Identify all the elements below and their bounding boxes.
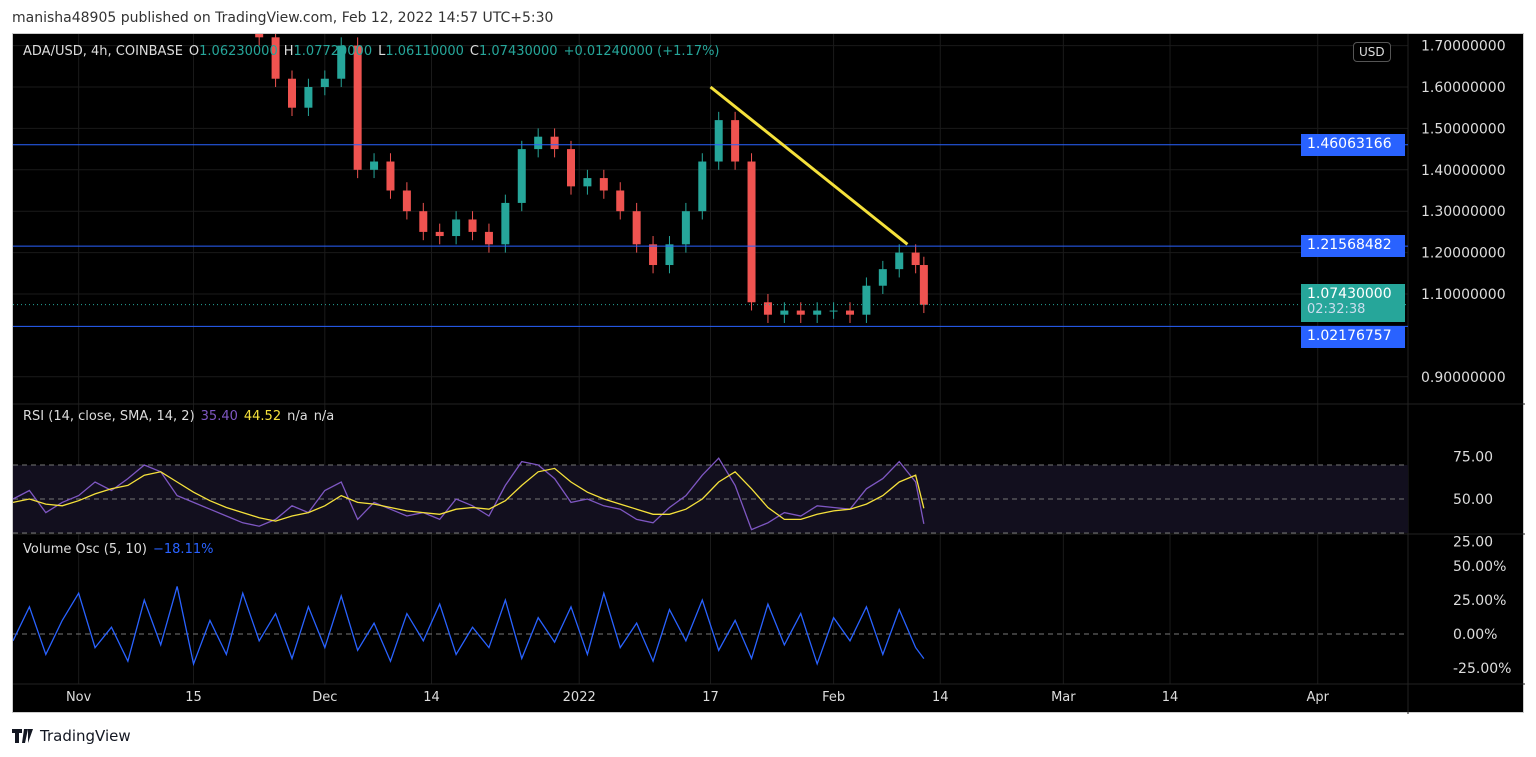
candle-body: [386, 161, 395, 191]
rsi-tick-label: 75.00: [1453, 450, 1493, 466]
candle-body: [419, 211, 428, 232]
close-value: 1.07430000: [479, 44, 558, 59]
rsi-tick-label: 25.00: [1453, 535, 1493, 551]
candle-body: [665, 244, 674, 266]
x-tick-label: 2022: [563, 690, 596, 705]
candle-body: [878, 269, 887, 286]
rsi-value: 35.40: [200, 409, 238, 424]
tradingview-logo[interactable]: TradingView: [12, 727, 131, 745]
hline-tag-1: 1.46063166: [1301, 134, 1405, 156]
vol-tick-label: 0.00%: [1453, 627, 1497, 643]
y-tick-label: 1.30000000: [1421, 204, 1506, 220]
hline-tag-3: 1.02176757: [1301, 326, 1405, 348]
candle-body: [484, 231, 493, 245]
candle-body: [681, 211, 690, 245]
x-tick-label: 15: [185, 690, 202, 705]
y-tick-label: 1.60000000: [1421, 80, 1506, 96]
y-tick-label: 1.50000000: [1421, 121, 1506, 137]
candle-body: [320, 78, 329, 87]
last-price-tag: 1.07430000 02:32:38: [1301, 284, 1405, 322]
low-value: 1.06110000: [385, 44, 464, 59]
y-tick-label: 1.70000000: [1421, 39, 1506, 55]
candle-body: [846, 310, 854, 315]
candle-body: [271, 37, 280, 79]
publisher-line: manisha48905 published on TradingView.co…: [12, 10, 554, 26]
candle-body: [402, 190, 411, 212]
volume-osc-legend: Volume Osc (5, 10) −18.11%: [23, 542, 219, 557]
candle-body: [353, 45, 362, 170]
vol-tick-label: -25.00%: [1453, 661, 1511, 677]
candle-body: [862, 285, 871, 315]
y-tick-label: 1.20000000: [1421, 246, 1506, 262]
candle-body: [731, 120, 740, 162]
candle-body: [583, 178, 592, 187]
candle-body: [337, 45, 346, 79]
chart-canvas[interactable]: Nov 15 Dec 14 2022 17 Feb 14 Mar 14 Apr 0.90000000 1…: [13, 34, 1525, 714]
candle-body: [911, 252, 920, 266]
x-tick-label: 17: [702, 690, 719, 705]
candle-body: [468, 219, 477, 232]
candle-body: [501, 202, 510, 245]
candle-body: [599, 178, 608, 191]
rsi-ma-line: [13, 467, 925, 522]
candle-body: [452, 219, 461, 237]
volume-osc-value: −18.11%: [153, 542, 214, 557]
vol-tick-label: 50.00%: [1453, 559, 1506, 575]
x-tick-label: 14: [1162, 690, 1179, 705]
y-tick-label: 1.10000000: [1421, 287, 1506, 303]
candle-body: [370, 161, 379, 170]
rsi-ma-value: 44.52: [243, 409, 282, 424]
x-tick-label: Nov: [66, 690, 92, 705]
candle-body: [796, 310, 805, 315]
high-value: 1.07720000: [293, 44, 373, 59]
candle-body: [747, 161, 756, 303]
chart-frame[interactable]: Nov 15 Dec 14 2022 17 Feb 14 Mar 14 Apr 0.90000000 1…: [12, 33, 1525, 714]
candle-body: [829, 310, 838, 312]
tradingview-logo-icon: [12, 729, 33, 743]
symbol-title[interactable]: ADA/USD, 4h, COINBASE: [23, 44, 183, 59]
y-tick-label: 1.40000000: [1421, 163, 1506, 179]
rsi-legend: RSI (14, close, SMA, 14, 2) 35.40 44.52 n/a…: [23, 409, 335, 424]
y-tick-label: 0.90000000: [1421, 370, 1506, 386]
candle-body: [714, 120, 723, 162]
rsi-tick-label: 50.00: [1453, 492, 1493, 508]
candle-body: [780, 310, 789, 315]
x-tick-label: 14: [932, 690, 949, 705]
candle-body: [763, 302, 772, 315]
x-tick-label: Mar: [1051, 690, 1076, 705]
trendline: [709, 85, 909, 246]
symbol-legend: ADA/USD, 4h, COINBASE O1.06230000 H1.07720…: [23, 44, 720, 59]
volume-osc-title[interactable]: Volume Osc (5, 10): [23, 542, 147, 557]
candle-body: [304, 87, 313, 108]
candle-body: [288, 78, 296, 108]
x-tick-label: Feb: [822, 690, 845, 705]
bar-countdown: 02:32:38: [1307, 302, 1366, 317]
candle-body: [616, 190, 625, 212]
candle-body: [698, 161, 707, 212]
candle-body: [550, 136, 559, 150]
candle-body: [919, 265, 928, 305]
candle-body: [534, 136, 543, 150]
rsi-title[interactable]: RSI (14, close, SMA, 14, 2): [23, 409, 195, 424]
x-tick-label: Apr: [1306, 690, 1329, 705]
change-value: +0.01240000 (+1.17%): [563, 44, 720, 59]
x-tick-label: Dec: [312, 690, 337, 705]
candle-body: [895, 252, 904, 270]
candle-body: [517, 149, 526, 203]
open-value: 1.06230000: [199, 44, 278, 59]
vol-tick-label: 25.00%: [1453, 593, 1506, 609]
hline-tag-2: 1.21568482: [1301, 235, 1405, 257]
candle-body: [567, 149, 575, 187]
x-tick-label: 14: [423, 690, 440, 705]
candle-body: [632, 211, 641, 245]
candle-body: [435, 231, 444, 237]
candle-body: [255, 34, 264, 38]
currency-button[interactable]: USD: [1353, 42, 1391, 62]
volume-osc-line: [13, 586, 925, 667]
candles: [255, 34, 928, 323]
candle-body: [649, 244, 658, 266]
candle-body: [813, 310, 822, 315]
